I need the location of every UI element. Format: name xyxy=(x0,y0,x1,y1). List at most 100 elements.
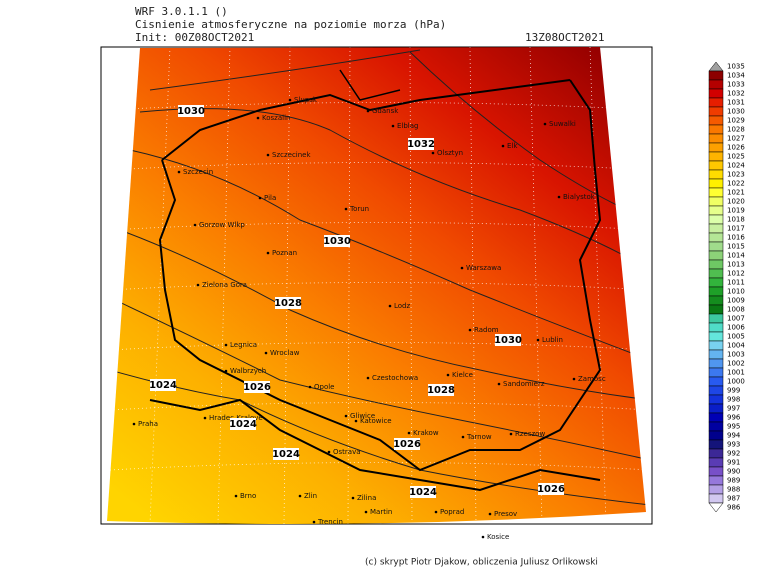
city-dot xyxy=(266,153,270,157)
isobar-label: 1028 xyxy=(274,298,302,309)
city-dot xyxy=(193,223,197,227)
city-dot xyxy=(256,116,260,120)
city-label: Suwalki xyxy=(549,120,576,128)
legend-label: 1015 xyxy=(727,243,745,251)
city-dot xyxy=(572,377,576,381)
city-dot xyxy=(224,343,228,347)
city-label: Poprad xyxy=(440,508,464,516)
legend-label: 1019 xyxy=(727,207,745,215)
isobar-label: 1026 xyxy=(537,484,565,495)
legend-label: 1006 xyxy=(727,324,745,332)
legend-label: 999 xyxy=(727,387,740,395)
legend-label: 993 xyxy=(727,441,740,449)
title: Cisnienie atmosferyczne na poziomie morz… xyxy=(135,18,446,31)
legend-swatch xyxy=(708,349,724,360)
city-dot xyxy=(509,432,513,436)
legend-swatch xyxy=(708,286,724,297)
legend-label: 1009 xyxy=(727,297,745,305)
isobar-label: 1024 xyxy=(229,419,257,430)
city-dot xyxy=(196,283,200,287)
city-label: Trencin xyxy=(317,518,343,526)
city-dot xyxy=(264,351,268,355)
city-label: Sandomierz xyxy=(503,380,545,388)
city-label: Martin xyxy=(370,508,392,516)
map-area xyxy=(107,47,646,524)
legend-swatch xyxy=(708,313,724,324)
legend-swatch xyxy=(708,493,724,504)
city-label: Czestochowa xyxy=(372,374,418,382)
legend-swatch xyxy=(708,79,724,90)
legend-label: 1032 xyxy=(727,90,745,98)
legend-swatch xyxy=(708,106,724,117)
legend-swatch xyxy=(708,133,724,144)
isobar-label: 1030 xyxy=(177,106,205,117)
legend-swatch xyxy=(708,115,724,126)
legend-swatch xyxy=(708,439,724,450)
city-label: Szczecinek xyxy=(272,151,311,159)
legend-label: 1026 xyxy=(727,144,745,152)
legend-label: 995 xyxy=(727,423,740,431)
city-dot xyxy=(434,510,438,514)
city-dot xyxy=(366,109,370,113)
legend-swatch xyxy=(708,232,724,243)
legend-swatch xyxy=(708,457,724,468)
city-label: Kielce xyxy=(452,371,473,379)
legend-label: 1011 xyxy=(727,279,745,287)
legend-swatch xyxy=(708,259,724,270)
legend-swatch xyxy=(708,367,724,378)
legend-label: 1001 xyxy=(727,369,745,377)
legend-label: 1000 xyxy=(727,378,745,386)
city-dot xyxy=(132,422,136,426)
isobar-label-box xyxy=(273,448,299,460)
city-label: Slupsk xyxy=(294,96,318,104)
legend-label: 1029 xyxy=(727,117,745,125)
legend-label: 991 xyxy=(727,459,740,467)
city-label: Koszalin xyxy=(262,114,290,122)
city-dot xyxy=(446,373,450,377)
city-label: Walbrzych xyxy=(230,367,266,375)
city-label: Krakow xyxy=(413,429,439,437)
city-label: Lodz xyxy=(394,302,411,310)
city-label: Gorzow Wlkp xyxy=(199,221,245,229)
city-label: Zilina xyxy=(357,494,376,502)
city-dot xyxy=(258,196,262,200)
city-dot xyxy=(312,520,316,524)
city-label: Radom xyxy=(474,326,499,334)
isobar-label: 1024 xyxy=(409,487,437,498)
legend-swatch xyxy=(708,151,724,162)
legend-label: 990 xyxy=(727,468,740,476)
legend-label: 994 xyxy=(727,432,741,440)
legend-label: 1004 xyxy=(727,342,745,350)
isobar-label: 1030 xyxy=(323,236,351,247)
city-label: Gdansk xyxy=(372,107,399,115)
legend-label: 1025 xyxy=(727,153,745,161)
credit: (c) skrypt Piotr Djakow, obliczenia Juli… xyxy=(365,558,598,568)
city-dot xyxy=(407,431,411,435)
legend-label: 1021 xyxy=(727,189,745,197)
city-label: Olsztyn xyxy=(437,149,463,157)
city-dot xyxy=(391,124,395,128)
legend-swatch xyxy=(708,97,724,108)
legend-swatch xyxy=(708,214,724,225)
city-dot xyxy=(460,266,464,270)
legend-label: 1034 xyxy=(727,72,745,80)
legend-swatch xyxy=(708,169,724,180)
legend-label: 1020 xyxy=(727,198,745,206)
valid-time: 13Z08OCT2021 xyxy=(525,31,604,44)
isobar-label-box xyxy=(178,105,204,117)
legend-swatch xyxy=(708,241,724,252)
legend-swatch xyxy=(708,187,724,198)
city-label: Bialystok xyxy=(563,193,596,201)
legend-swatch xyxy=(708,448,724,459)
legend-swatch xyxy=(708,430,724,441)
legend-label: 987 xyxy=(727,495,740,503)
legend-swatch xyxy=(708,502,724,513)
legend-label: 1022 xyxy=(727,180,745,188)
legend-label: 1028 xyxy=(727,126,745,134)
city-label: Torun xyxy=(349,205,369,213)
city-dot xyxy=(344,414,348,418)
city-label: Brno xyxy=(240,492,256,500)
pressure-field xyxy=(107,47,646,524)
legend-label: 1005 xyxy=(727,333,745,341)
legend-swatch xyxy=(708,376,724,387)
